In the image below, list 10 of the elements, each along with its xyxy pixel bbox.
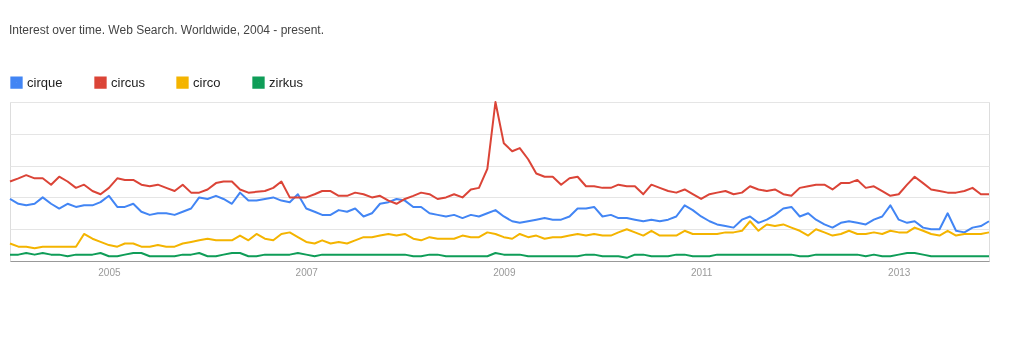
chart-title: Interest over time. Web Search. Worldwide, 2004 - present. <box>9 23 325 37</box>
legend-label: circo <box>193 74 221 90</box>
x-tick-label: 2009 <box>493 266 516 278</box>
legend-label: cirque <box>27 74 63 90</box>
legend-label: zirkus <box>269 74 304 90</box>
x-tick-label: 2013 <box>888 266 911 278</box>
x-tick-label: 2011 <box>690 266 713 278</box>
x-tick-label: 2007 <box>295 266 319 278</box>
legend-label: circus <box>111 74 146 90</box>
x-tick-label: 2005 <box>98 266 121 278</box>
